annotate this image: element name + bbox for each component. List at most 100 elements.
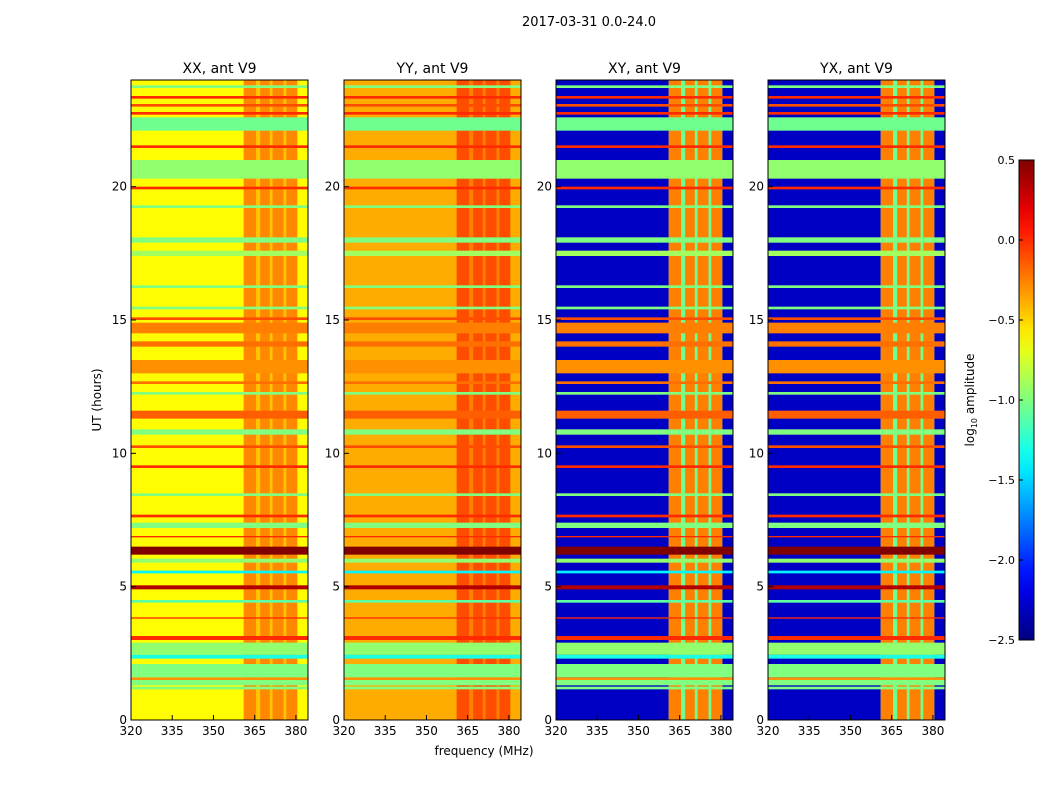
y-tick-label: 20 — [749, 180, 764, 194]
x-tick-label: 365 — [243, 724, 266, 738]
time-row — [131, 117, 308, 131]
time-row — [344, 636, 521, 640]
time-row — [131, 642, 308, 655]
time-row — [131, 96, 308, 99]
time-row — [768, 642, 945, 655]
time-row — [556, 617, 733, 619]
time-row — [556, 317, 733, 320]
panel-2: YY, ant V9 320 335 350 365 380 0 5 10 15 20 — [325, 61, 522, 738]
panel-title: YY, ant V9 — [396, 61, 469, 77]
time-row — [131, 677, 308, 680]
subband — [897, 80, 907, 720]
time-row — [344, 392, 521, 395]
time-row — [768, 117, 945, 131]
time-row — [131, 392, 308, 395]
time-row — [131, 85, 308, 88]
time-row — [768, 570, 945, 574]
colorbar-group: 0.5 0.0 −0.5 −1.0 −1.5 −2.0 −2.5 — [988, 154, 1035, 647]
subband — [485, 80, 497, 720]
x-tick-label: 365 — [668, 724, 691, 738]
x-tick-label: 365 — [880, 724, 903, 738]
time-row — [131, 160, 308, 179]
subband — [685, 80, 695, 720]
y-tick-label: 0 — [119, 713, 127, 727]
time-row — [556, 285, 733, 288]
time-row — [131, 570, 308, 574]
time-row — [131, 680, 308, 686]
time-row — [344, 360, 521, 374]
time-row — [344, 465, 521, 468]
time-row — [344, 546, 521, 555]
panel-4: YX, ant V9 320 335 350 365 380 0 5 10 15 20 — [749, 61, 946, 738]
panel-frame — [343, 79, 522, 721]
time-row — [768, 664, 945, 678]
time-row — [556, 522, 733, 528]
y-tick-label: 5 — [332, 580, 340, 594]
y-tick-label: 0 — [332, 713, 340, 727]
time-row — [768, 392, 945, 395]
time-row — [344, 654, 521, 659]
time-row — [556, 145, 733, 148]
time-row — [131, 341, 308, 347]
time-row — [556, 306, 733, 310]
time-row — [556, 677, 733, 680]
x-tick-label: 380 — [497, 724, 520, 738]
time-row — [768, 410, 945, 419]
time-row — [556, 392, 733, 395]
time-row — [131, 514, 308, 518]
time-row — [556, 117, 733, 131]
time-row — [768, 104, 945, 107]
time-row — [556, 585, 733, 590]
time-row — [768, 160, 945, 179]
time-row — [556, 600, 733, 603]
time-row — [131, 250, 308, 256]
time-row — [556, 654, 733, 659]
time-row — [556, 250, 733, 256]
colorbar-tick-label: −2.5 — [988, 634, 1015, 647]
panel-frame — [767, 79, 946, 721]
time-row — [344, 445, 521, 448]
time-row — [344, 112, 521, 115]
time-row — [768, 600, 945, 603]
subband — [272, 80, 284, 720]
time-row — [131, 617, 308, 619]
time-row — [131, 664, 308, 678]
time-row — [344, 104, 521, 107]
time-row — [344, 306, 521, 310]
y-tick-label: 15 — [749, 313, 764, 327]
time-row — [556, 636, 733, 640]
time-row — [344, 514, 521, 518]
panel-3: XY, ant V9 320 335 350 365 380 0 5 10 15 20 — [537, 61, 734, 738]
x-tick-label: 350 — [202, 724, 225, 738]
time-row — [556, 112, 733, 115]
colorbar-tick-label: 0.0 — [998, 234, 1016, 247]
time-row — [556, 429, 733, 435]
time-row — [556, 410, 733, 419]
time-row — [768, 514, 945, 518]
y-tick-label: 15 — [325, 313, 340, 327]
time-row — [344, 536, 521, 538]
colorbar-tick-label: −2.0 — [988, 554, 1015, 567]
time-row — [768, 617, 945, 619]
time-row — [768, 493, 945, 496]
subband — [286, 80, 298, 720]
heatmap — [344, 80, 521, 720]
time-row — [344, 570, 521, 574]
time-row — [556, 381, 733, 384]
y-tick-label: 20 — [325, 180, 340, 194]
time-row — [768, 285, 945, 288]
time-row — [768, 677, 945, 680]
panel-title: XX, ant V9 — [183, 61, 257, 77]
time-row — [556, 85, 733, 88]
time-row — [768, 205, 945, 208]
time-row — [344, 322, 521, 334]
x-tick-label: 320 — [757, 724, 780, 738]
time-row — [344, 493, 521, 496]
time-row — [131, 322, 308, 334]
time-row — [131, 381, 308, 384]
y-tick-label: 5 — [544, 580, 552, 594]
time-row — [344, 642, 521, 655]
time-row — [344, 250, 521, 256]
time-row — [556, 96, 733, 99]
